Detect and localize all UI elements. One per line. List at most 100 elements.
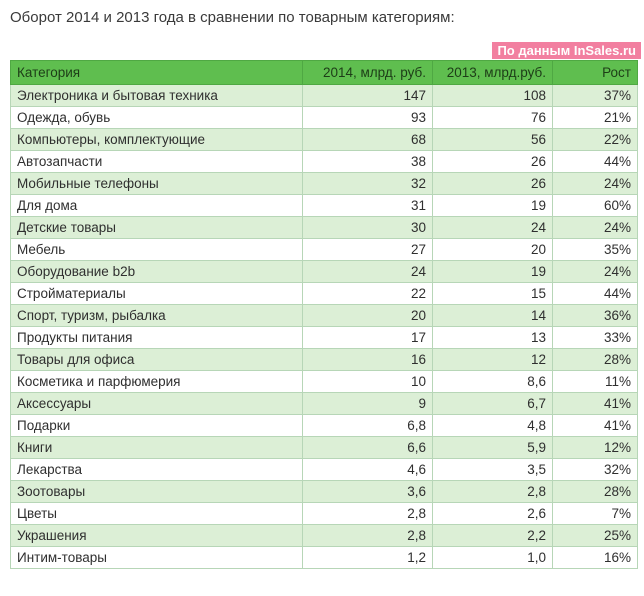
cell-2014: 1,2: [302, 546, 433, 569]
table-row: Автозапчасти 38 26 44%: [10, 150, 638, 173]
cell-2014: 3,6: [302, 480, 433, 503]
cell-2013: 26: [432, 150, 553, 173]
table-row: Одежда, обувь 93 76 21%: [10, 106, 638, 129]
cell-2014: 20: [302, 304, 433, 327]
cell-category: Электроника и бытовая техника: [10, 84, 303, 107]
cell-2013: 12: [432, 348, 553, 371]
cell-growth: 33%: [552, 326, 638, 349]
cell-2013: 20: [432, 238, 553, 261]
cell-2013: 14: [432, 304, 553, 327]
table-row: Подарки 6,8 4,8 41%: [10, 414, 638, 437]
cell-2014: 31: [302, 194, 433, 217]
cell-category: Спорт, туризм, рыбалка: [10, 304, 303, 327]
cell-2014: 27: [302, 238, 433, 261]
cell-2013: 13: [432, 326, 553, 349]
table-row: Электроника и бытовая техника 147 108 37%: [10, 84, 638, 107]
cell-growth: 60%: [552, 194, 638, 217]
cell-growth: 24%: [552, 172, 638, 195]
cell-2014: 93: [302, 106, 433, 129]
cell-growth: 41%: [552, 392, 638, 415]
turnover-table: Категория 2014, млрд. руб. 2013, млрд.ру…: [10, 60, 638, 569]
cell-category: Мебель: [10, 238, 303, 261]
cell-2013: 2,6: [432, 502, 553, 525]
cell-growth: 25%: [552, 524, 638, 547]
cell-2014: 38: [302, 150, 433, 173]
column-header-category: Категория: [10, 60, 303, 85]
cell-category: Стройматериалы: [10, 282, 303, 305]
cell-2013: 56: [432, 128, 553, 151]
cell-2014: 2,8: [302, 502, 433, 525]
cell-growth: 37%: [552, 84, 638, 107]
cell-2014: 16: [302, 348, 433, 371]
table-row: Детские товары 30 24 24%: [10, 216, 638, 239]
column-header-growth: Рост: [552, 60, 638, 85]
table-row: Книги 6,6 5,9 12%: [10, 436, 638, 459]
cell-category: Товары для офиса: [10, 348, 303, 371]
cell-category: Продукты питания: [10, 326, 303, 349]
table-row: Мебель 27 20 35%: [10, 238, 638, 261]
cell-growth: 28%: [552, 480, 638, 503]
cell-2013: 2,8: [432, 480, 553, 503]
cell-growth: 11%: [552, 370, 638, 393]
table-row: Мобильные телефоны 32 26 24%: [10, 172, 638, 195]
cell-category: Аксессуары: [10, 392, 303, 415]
cell-2013: 2,2: [432, 524, 553, 547]
cell-2013: 19: [432, 260, 553, 283]
cell-category: Компьютеры, комплектующие: [10, 128, 303, 151]
cell-growth: 24%: [552, 260, 638, 283]
cell-category: Зоотовары: [10, 480, 303, 503]
table-row: Аксессуары 9 6,7 41%: [10, 392, 638, 415]
column-header-2014: 2014, млрд. руб.: [302, 60, 433, 85]
cell-growth: 41%: [552, 414, 638, 437]
column-header-2013: 2013, млрд.руб.: [432, 60, 553, 85]
source-badge: По данным InSales.ru: [492, 42, 641, 59]
table-row: Для дома 31 19 60%: [10, 194, 638, 217]
table-row: Товары для офиса 16 12 28%: [10, 348, 638, 371]
cell-2013: 3,5: [432, 458, 553, 481]
table-row: Оборудование b2b 24 19 24%: [10, 260, 638, 283]
cell-category: Детские товары: [10, 216, 303, 239]
cell-2014: 10: [302, 370, 433, 393]
cell-growth: 35%: [552, 238, 638, 261]
table-row: Цветы 2,8 2,6 7%: [10, 502, 638, 525]
cell-growth: 44%: [552, 150, 638, 173]
cell-2013: 5,9: [432, 436, 553, 459]
cell-growth: 7%: [552, 502, 638, 525]
cell-2014: 30: [302, 216, 433, 239]
cell-2014: 24: [302, 260, 433, 283]
cell-2013: 8,6: [432, 370, 553, 393]
table-row: Украшения 2,8 2,2 25%: [10, 524, 638, 547]
table-row: Косметика и парфюмерия 10 8,6 11%: [10, 370, 638, 393]
cell-2013: 24: [432, 216, 553, 239]
cell-2013: 76: [432, 106, 553, 129]
cell-2014: 17: [302, 326, 433, 349]
cell-2013: 26: [432, 172, 553, 195]
cell-category: Подарки: [10, 414, 303, 437]
table-body: Электроника и бытовая техника 147 108 37% Од…: [10, 84, 638, 569]
cell-2014: 6,8: [302, 414, 433, 437]
cell-growth: 44%: [552, 282, 638, 305]
cell-category: Книги: [10, 436, 303, 459]
cell-category: Оборудование b2b: [10, 260, 303, 283]
cell-category: Украшения: [10, 524, 303, 547]
cell-2013: 108: [432, 84, 553, 107]
table-row: Продукты питания 17 13 33%: [10, 326, 638, 349]
table-row: Стройматериалы 22 15 44%: [10, 282, 638, 305]
cell-2014: 22: [302, 282, 433, 305]
cell-2013: 4,8: [432, 414, 553, 437]
table-row: Лекарства 4,6 3,5 32%: [10, 458, 638, 481]
table-row: Спорт, туризм, рыбалка 20 14 36%: [10, 304, 638, 327]
cell-2014: 68: [302, 128, 433, 151]
table-row: Интим-товары 1,2 1,0 16%: [10, 546, 638, 569]
cell-2014: 6,6: [302, 436, 433, 459]
cell-2013: 19: [432, 194, 553, 217]
cell-category: Для дома: [10, 194, 303, 217]
cell-2013: 6,7: [432, 392, 553, 415]
cell-category: Лекарства: [10, 458, 303, 481]
table-row: Компьютеры, комплектующие 68 56 22%: [10, 128, 638, 151]
cell-category: Косметика и парфюмерия: [10, 370, 303, 393]
cell-growth: 22%: [552, 128, 638, 151]
cell-2013: 15: [432, 282, 553, 305]
cell-growth: 32%: [552, 458, 638, 481]
cell-growth: 28%: [552, 348, 638, 371]
